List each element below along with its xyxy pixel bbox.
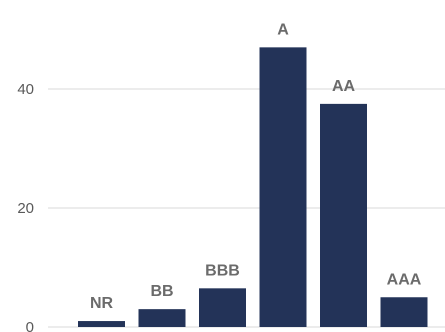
bar-nr	[78, 321, 125, 327]
y-tick-label-40: 40	[17, 81, 34, 98]
bar-aa	[320, 103, 367, 327]
bars	[78, 47, 428, 327]
y-tick-label-0: 0	[26, 319, 34, 332]
data-label-aaa: AAA	[387, 271, 422, 288]
data-label-bbb: BBB	[205, 262, 240, 279]
y-axis-ticks: 0 20 40	[17, 81, 34, 332]
bar-aaa	[380, 297, 428, 327]
grid-layer	[48, 88, 445, 328]
bar-bb	[138, 309, 186, 327]
y-tick-label-20: 20	[17, 200, 34, 217]
bar-a	[259, 47, 307, 327]
data-label-bb: BB	[150, 283, 173, 300]
bar-bbb	[199, 288, 246, 327]
data-label-a: A	[277, 21, 289, 38]
data-label-nr: NR	[90, 295, 114, 312]
data-label-aa: AA	[332, 78, 356, 95]
